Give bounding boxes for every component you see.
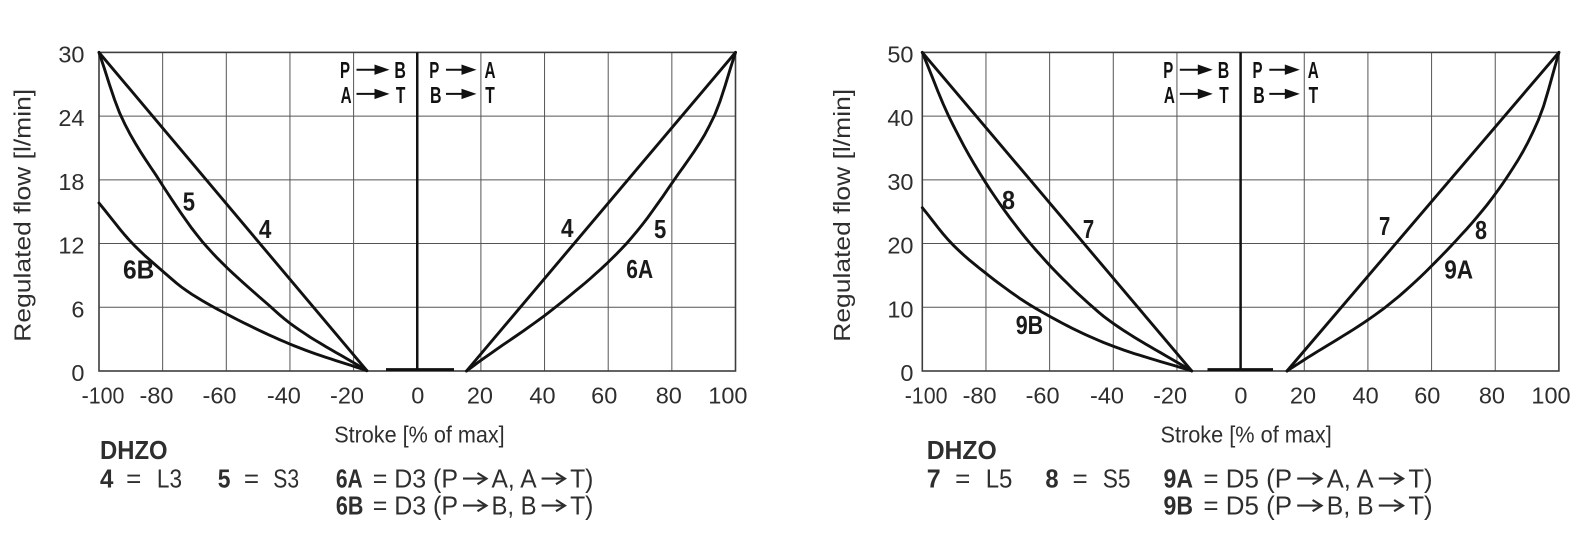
svg-text:L3: L3 <box>157 464 182 494</box>
svg-text:Regulated flow [l/min]: Regulated flow [l/min] <box>10 89 36 342</box>
svg-text:8: 8 <box>1002 185 1015 215</box>
svg-text:T: T <box>1309 82 1319 108</box>
svg-text:4: 4 <box>259 214 272 244</box>
svg-text:40: 40 <box>529 382 555 408</box>
svg-text:50: 50 <box>887 42 913 68</box>
svg-text:P: P <box>340 57 350 83</box>
svg-text:=: = <box>126 464 141 494</box>
svg-text:P: P <box>429 57 439 83</box>
svg-text:A: A <box>1164 82 1175 108</box>
svg-text:= D3 (P: = D3 (P <box>373 491 458 521</box>
svg-text:B: B <box>430 82 442 108</box>
svg-text:80: 80 <box>1479 382 1505 408</box>
svg-text:P: P <box>1163 57 1173 83</box>
svg-text:0: 0 <box>1234 382 1247 408</box>
svg-text:18: 18 <box>58 169 84 195</box>
svg-text:-40: -40 <box>267 382 301 408</box>
svg-text:6A: 6A <box>626 254 653 284</box>
svg-text:0: 0 <box>71 360 84 386</box>
svg-text:9B: 9B <box>1016 310 1043 340</box>
svg-text:A: A <box>1308 57 1319 83</box>
svg-text:-100: -100 <box>905 382 948 408</box>
svg-text:60: 60 <box>591 382 617 408</box>
svg-text:9A: 9A <box>1164 464 1194 494</box>
svg-text:T: T <box>396 82 406 108</box>
svg-text:=: = <box>955 464 970 494</box>
svg-text:B: B <box>394 57 406 83</box>
svg-text:0: 0 <box>411 382 424 408</box>
svg-text:6B: 6B <box>336 491 364 521</box>
svg-text:-20: -20 <box>1153 382 1187 408</box>
svg-text:100: 100 <box>708 382 747 408</box>
svg-text:7: 7 <box>1379 211 1390 241</box>
svg-text:-100: -100 <box>82 382 125 408</box>
svg-text:T): T) <box>1408 491 1432 521</box>
svg-text:40: 40 <box>1353 382 1379 408</box>
svg-text:12: 12 <box>58 233 84 259</box>
svg-text:B: B <box>1253 82 1265 108</box>
svg-text:L5: L5 <box>986 464 1013 494</box>
svg-text:T): T) <box>570 464 593 494</box>
svg-text:T: T <box>1219 82 1229 108</box>
svg-text:24: 24 <box>58 105 84 131</box>
svg-text:8: 8 <box>1045 464 1058 494</box>
svg-text:A: A <box>341 82 352 108</box>
svg-text:=: = <box>1073 464 1088 494</box>
svg-text:B, B: B, B <box>492 491 537 521</box>
svg-text:-80: -80 <box>140 382 174 408</box>
svg-text:A, A: A, A <box>492 464 538 494</box>
svg-text:30: 30 <box>58 42 84 68</box>
svg-text:4: 4 <box>100 464 114 494</box>
svg-text:DHZO: DHZO <box>100 435 168 465</box>
svg-text:DHZO: DHZO <box>927 435 997 465</box>
svg-text:4: 4 <box>561 213 574 243</box>
svg-text:60: 60 <box>1414 382 1440 408</box>
svg-text:7: 7 <box>927 464 941 494</box>
svg-text:-40: -40 <box>1090 382 1124 408</box>
svg-text:A, A: A, A <box>1327 464 1374 494</box>
svg-text:=: = <box>244 464 259 494</box>
svg-text:-80: -80 <box>963 382 997 408</box>
svg-text:-60: -60 <box>1026 382 1060 408</box>
svg-text:9A: 9A <box>1444 255 1473 285</box>
svg-text:5: 5 <box>218 464 231 494</box>
svg-text:Stroke [% of max]: Stroke [% of max] <box>1161 422 1332 448</box>
svg-text:20: 20 <box>467 382 493 408</box>
svg-text:B, B: B, B <box>1327 491 1374 521</box>
svg-text:T): T) <box>1408 464 1432 494</box>
svg-text:6: 6 <box>71 296 84 322</box>
svg-text:P: P <box>1253 57 1263 83</box>
svg-text:8: 8 <box>1475 215 1487 245</box>
svg-text:80: 80 <box>656 382 682 408</box>
svg-text:S3: S3 <box>273 464 299 494</box>
svg-text:9B: 9B <box>1164 491 1194 521</box>
svg-text:Stroke [% of max]: Stroke [% of max] <box>334 422 505 448</box>
svg-text:30: 30 <box>887 169 913 195</box>
svg-text:6B: 6B <box>123 255 154 285</box>
svg-text:B: B <box>1218 57 1230 83</box>
svg-text:T): T) <box>570 491 593 521</box>
svg-text:= D5 (P: = D5 (P <box>1203 491 1292 521</box>
svg-text:Regulated flow [l/min]: Regulated flow [l/min] <box>829 89 855 342</box>
svg-text:-20: -20 <box>330 382 364 408</box>
svg-text:A: A <box>485 57 496 83</box>
svg-text:10: 10 <box>887 296 913 322</box>
svg-text:T: T <box>485 82 495 108</box>
svg-text:5: 5 <box>183 187 195 217</box>
svg-text:7: 7 <box>1083 214 1094 244</box>
svg-text:= D5 (P: = D5 (P <box>1203 464 1292 494</box>
svg-text:0: 0 <box>900 360 913 386</box>
svg-text:-60: -60 <box>203 382 237 408</box>
svg-text:5: 5 <box>654 214 666 244</box>
svg-text:20: 20 <box>1290 382 1316 408</box>
svg-text:6A: 6A <box>336 464 363 494</box>
svg-text:20: 20 <box>887 233 913 259</box>
svg-text:S5: S5 <box>1103 464 1131 494</box>
svg-text:40: 40 <box>887 105 913 131</box>
svg-text:100: 100 <box>1531 382 1570 408</box>
svg-text:= D3 (P: = D3 (P <box>373 464 458 494</box>
